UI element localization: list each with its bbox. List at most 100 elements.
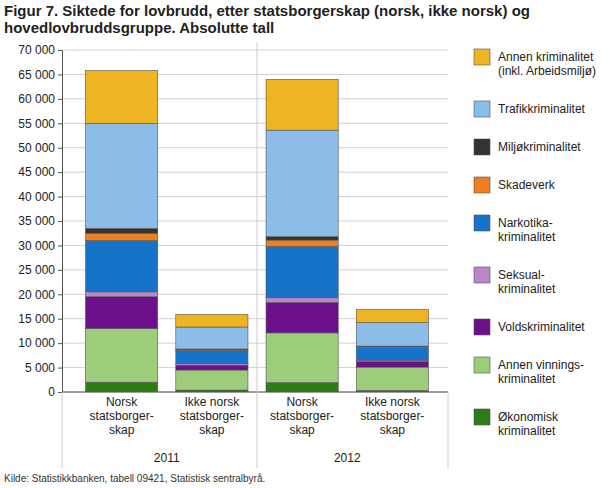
- axis-line: [58, 51, 63, 393]
- legend-label-line: Seksual-: [498, 268, 545, 282]
- legend-swatch: [474, 101, 490, 117]
- legend-label: Voldskriminalitet: [498, 320, 585, 334]
- tick-mark: [58, 123, 62, 124]
- tick-mark: [58, 270, 62, 271]
- category-label-line: skap: [199, 423, 225, 437]
- tick-mark: [58, 368, 62, 369]
- tick-mark: [58, 74, 62, 75]
- tick-mark: [58, 343, 62, 344]
- tick: 55 000: [18, 117, 62, 131]
- tick: 40 000: [18, 190, 62, 204]
- category-label: Ikke norskstatsborger-skap: [360, 395, 424, 437]
- legend-label: Seksual-kriminalitet: [498, 268, 556, 296]
- bar-segment: [356, 309, 428, 322]
- bar-segment: [176, 350, 248, 363]
- grid: [62, 50, 448, 392]
- bar-segment: [86, 71, 158, 124]
- legend-swatch: [474, 357, 490, 373]
- category-label-line: Ikke norsk: [185, 395, 241, 409]
- legend-label: Økonomiskkriminalitet: [498, 410, 559, 438]
- bar-segment: [356, 362, 428, 367]
- bar-segment: [86, 328, 158, 382]
- bar-segment: [86, 382, 158, 392]
- category-label-line: skap: [380, 423, 406, 437]
- group-separator: [257, 42, 258, 468]
- tick: 50 000: [18, 141, 62, 155]
- bar-segment: [266, 303, 338, 333]
- tick: 35 000: [18, 214, 62, 228]
- legend-swatch: [474, 215, 490, 231]
- group-label: 2012: [334, 451, 361, 465]
- tick-label: 55 000: [18, 117, 55, 131]
- baseline: [62, 392, 448, 393]
- bar-segment: [356, 323, 428, 346]
- category-label: Norskstatsborger-skap: [270, 395, 334, 437]
- bar-segment: [266, 383, 338, 392]
- legend-label: Skadeverk: [498, 178, 556, 192]
- legend-label-line: Skadeverk: [498, 178, 556, 192]
- legend-swatch: [474, 409, 490, 425]
- tick-label: 50 000: [18, 141, 55, 155]
- bar-segment: [176, 327, 248, 349]
- tick: 60 000: [18, 92, 62, 106]
- legend-label: Annen vinnings-kriminalitet: [498, 358, 584, 386]
- category-label-line: skap: [109, 423, 135, 437]
- tick-label: 10 000: [18, 336, 55, 350]
- tick-mark: [58, 221, 62, 222]
- legend: Annen kriminalitet(inkl. Arbeidsmiljø)Tr…: [474, 49, 596, 438]
- legend-label-line: Voldskriminalitet: [498, 320, 585, 334]
- tick: 25 000: [18, 263, 62, 277]
- group-label: 2011: [154, 451, 180, 465]
- legend-swatch: [474, 267, 490, 283]
- tick: 65 000: [18, 68, 62, 82]
- tick-label: 25 000: [18, 263, 55, 277]
- category-label-line: statsborger-: [270, 409, 334, 423]
- tick: 15 000: [18, 312, 62, 326]
- bar-segment: [266, 79, 338, 130]
- tick-label: 60 000: [18, 92, 55, 106]
- bar-segment: [266, 240, 338, 246]
- bar-segment: [266, 237, 338, 240]
- tick-label: 5 000: [25, 361, 55, 375]
- tick-mark: [58, 197, 62, 198]
- category-label-line: skap: [289, 423, 315, 437]
- group-labels: 2011 2012: [62, 42, 448, 468]
- bar-segment: [266, 333, 338, 383]
- legend-label-line: kriminalitet: [498, 424, 556, 438]
- tick-mark: [58, 392, 62, 393]
- tick-mark: [58, 294, 62, 295]
- grid-line: [62, 50, 448, 51]
- bar-segment: [356, 367, 428, 390]
- bar-segment: [86, 123, 158, 228]
- legend-label-line: Økonomisk: [498, 410, 559, 424]
- chart: Figur 7. Siktede for lovbrudd, etter sta…: [0, 0, 610, 488]
- category-label-line: Ikke norsk: [365, 395, 421, 409]
- tick: 10 000: [18, 336, 62, 350]
- legend-label-line: Narkotika-: [498, 216, 553, 230]
- tick-label: 15 000: [18, 312, 55, 326]
- bar-segment: [266, 298, 338, 303]
- category-label: Norskstatsborger-skap: [90, 395, 154, 437]
- tick-label: 20 000: [18, 288, 55, 302]
- bar-segment: [356, 348, 428, 361]
- tick-mark: [58, 50, 62, 51]
- y-axis: 0 5 000 10 000 15 000 20 000 25 000 30 000 35 0…: [18, 43, 62, 399]
- tick-label: 40 000: [18, 190, 55, 204]
- tick: 70 000: [18, 43, 62, 57]
- legend-label-line: kriminalitet: [498, 372, 556, 386]
- tick: 0: [48, 385, 62, 399]
- source: Kilde: Statistikkbanken, tabell 09421, S…: [4, 473, 265, 484]
- tick-label: 35 000: [18, 214, 55, 228]
- tick: 30 000: [18, 239, 62, 253]
- title: Figur 7. Siktede for lovbrudd, etter sta…: [4, 2, 530, 36]
- bar-segment: [86, 233, 158, 240]
- bar-segment: [86, 241, 158, 292]
- legend-label-line: (inkl. Arbeidsmiljø): [498, 64, 596, 78]
- legend-label-line: Trafikkriminalitet: [498, 102, 586, 116]
- legend-swatch: [474, 49, 490, 65]
- bar-segment: [266, 246, 338, 297]
- tick: 45 000: [18, 165, 62, 179]
- grid-line: [62, 392, 448, 393]
- category-label-line: statsborger-: [180, 409, 244, 423]
- bar-segment: [86, 228, 158, 233]
